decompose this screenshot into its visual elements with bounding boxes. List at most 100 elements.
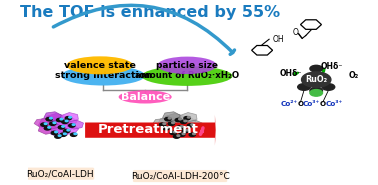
Circle shape	[53, 122, 56, 124]
Polygon shape	[166, 113, 184, 125]
Text: RuO₂/CoAl-LDH: RuO₂/CoAl-LDH	[26, 169, 94, 178]
Circle shape	[175, 118, 181, 122]
Circle shape	[64, 133, 66, 134]
Circle shape	[58, 135, 61, 136]
Circle shape	[70, 133, 77, 136]
Text: amount of RuO₂·xH₂O: amount of RuO₂·xH₂O	[135, 71, 239, 80]
Text: Balance: Balance	[121, 92, 170, 102]
Polygon shape	[175, 117, 196, 127]
Polygon shape	[39, 117, 64, 130]
Polygon shape	[47, 113, 65, 125]
Circle shape	[50, 122, 56, 125]
Circle shape	[182, 133, 185, 134]
Circle shape	[184, 117, 190, 120]
Circle shape	[186, 129, 189, 131]
Text: O: O	[292, 28, 298, 37]
Circle shape	[163, 123, 166, 125]
Text: O: O	[297, 101, 304, 107]
Circle shape	[72, 124, 75, 125]
Circle shape	[168, 117, 171, 119]
Circle shape	[67, 129, 70, 131]
Text: Co²⁺: Co²⁺	[281, 101, 298, 107]
Circle shape	[310, 65, 322, 72]
Circle shape	[187, 124, 194, 127]
Polygon shape	[62, 112, 78, 122]
FancyBboxPatch shape	[26, 168, 94, 180]
Circle shape	[46, 117, 52, 121]
Circle shape	[165, 117, 171, 121]
Polygon shape	[177, 124, 197, 134]
Polygon shape	[34, 119, 50, 127]
Circle shape	[179, 118, 181, 120]
FancyBboxPatch shape	[133, 170, 227, 182]
Text: particle size: particle size	[156, 61, 218, 70]
Circle shape	[174, 131, 176, 133]
Circle shape	[191, 124, 194, 125]
Circle shape	[51, 131, 57, 134]
Polygon shape	[168, 122, 192, 133]
Text: RuO₂: RuO₂	[305, 75, 327, 84]
Circle shape	[60, 118, 63, 120]
Circle shape	[193, 133, 195, 134]
Text: Pretreatment: Pretreatment	[98, 123, 199, 136]
Ellipse shape	[119, 90, 172, 104]
Circle shape	[170, 131, 176, 134]
Circle shape	[44, 123, 47, 125]
Polygon shape	[157, 124, 175, 134]
Ellipse shape	[142, 66, 232, 86]
Circle shape	[64, 129, 70, 133]
Circle shape	[168, 122, 175, 125]
Circle shape	[56, 118, 63, 122]
Text: RuO₂/CoAl-LDH-200°C: RuO₂/CoAl-LDH-200°C	[131, 171, 229, 181]
Polygon shape	[157, 117, 182, 130]
Circle shape	[58, 126, 65, 129]
Polygon shape	[58, 124, 79, 134]
Circle shape	[62, 120, 68, 124]
Ellipse shape	[61, 66, 145, 85]
Circle shape	[172, 122, 175, 124]
Text: Co³⁺: Co³⁺	[325, 101, 342, 107]
Circle shape	[55, 131, 57, 133]
Circle shape	[69, 117, 71, 118]
Polygon shape	[51, 127, 68, 137]
Polygon shape	[44, 112, 62, 121]
Circle shape	[184, 120, 187, 122]
Circle shape	[65, 120, 68, 122]
Text: OHδ⁻: OHδ⁻	[321, 62, 343, 71]
Circle shape	[180, 126, 183, 127]
Polygon shape	[163, 112, 180, 121]
Polygon shape	[153, 119, 169, 127]
Polygon shape	[67, 120, 84, 129]
Circle shape	[310, 90, 322, 96]
Circle shape	[322, 84, 335, 90]
Text: O₂: O₂	[349, 70, 359, 80]
Text: valence state: valence state	[64, 61, 136, 70]
Ellipse shape	[67, 56, 133, 74]
Text: OH: OH	[273, 35, 284, 44]
Circle shape	[310, 87, 322, 94]
Circle shape	[163, 127, 169, 130]
Circle shape	[44, 127, 51, 130]
Circle shape	[65, 117, 71, 120]
Circle shape	[177, 126, 183, 129]
Ellipse shape	[157, 57, 217, 74]
Circle shape	[174, 135, 180, 138]
Circle shape	[41, 123, 47, 126]
Circle shape	[189, 133, 195, 136]
Circle shape	[182, 129, 189, 133]
Polygon shape	[56, 117, 77, 127]
Circle shape	[62, 126, 65, 127]
Circle shape	[166, 127, 169, 128]
Circle shape	[187, 117, 190, 118]
Circle shape	[55, 135, 61, 138]
Circle shape	[160, 123, 166, 126]
Circle shape	[69, 124, 75, 127]
Text: strong interaction: strong interaction	[55, 71, 152, 80]
Circle shape	[60, 133, 66, 136]
Polygon shape	[186, 120, 202, 129]
Text: The TOF is enhanced by 55%: The TOF is enhanced by 55%	[20, 5, 280, 20]
Text: OHδ⁻: OHδ⁻	[280, 69, 302, 78]
Circle shape	[302, 72, 331, 87]
Circle shape	[48, 127, 51, 128]
Text: O: O	[320, 101, 326, 107]
